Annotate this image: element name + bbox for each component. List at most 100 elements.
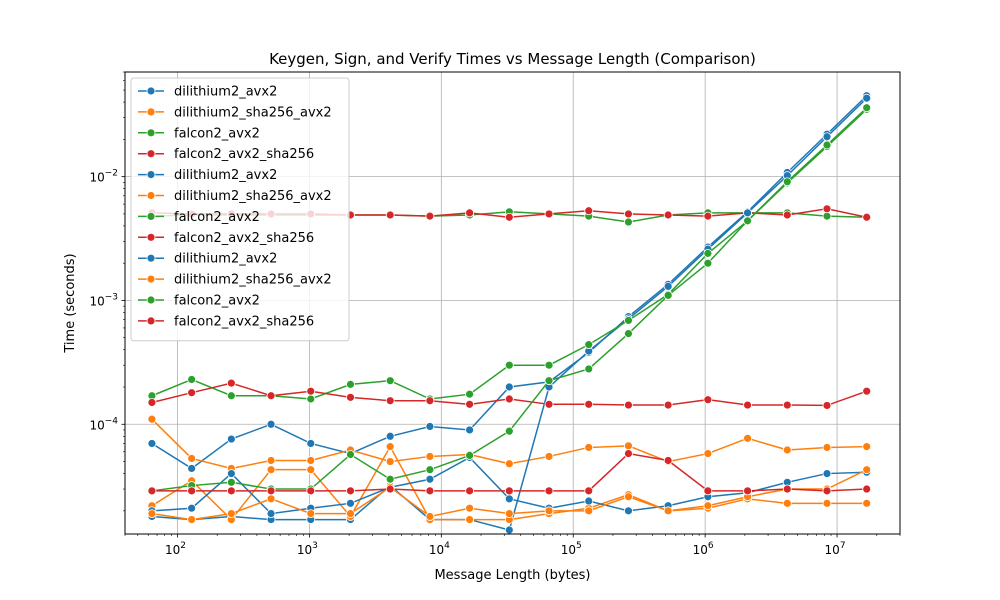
legend-item: dilithium2_avx2 [138,85,277,100]
data-point [306,486,316,496]
legend-swatch-marker [146,232,156,242]
data-point [743,486,752,496]
data-point [584,399,594,409]
legend-swatch-marker [146,316,156,326]
series-11 [147,449,872,496]
data-point [862,484,872,494]
data-point [187,486,197,496]
y-axis-label: Time (seconds) [63,253,78,353]
data-point [782,210,792,220]
data-point [346,486,355,496]
legend-swatch-marker [146,107,156,117]
data-point [862,442,872,452]
data-point [226,469,236,478]
data-point [584,443,594,452]
data-point [504,382,514,392]
x-tick-exponent: 7 [840,541,846,551]
data-point [663,210,673,220]
x-tick-label: 106 [693,541,714,557]
data-point [425,465,435,475]
legend-label: dilithium2_sha256_avx2 [174,105,332,120]
data-point [584,486,594,496]
data-point [703,395,713,405]
data-point [544,360,554,370]
data-point [584,364,594,374]
y-tick-exponent: −4 [105,416,119,426]
data-point [624,441,633,451]
data-point [266,494,276,504]
data-point [703,501,713,511]
data-point [584,206,594,216]
legend-label: falcon2_avx2 [174,126,260,141]
data-point [465,399,475,409]
data-point [743,208,752,218]
data-point [663,400,673,410]
data-point [703,449,713,458]
data-point [624,506,633,516]
data-point [822,401,832,410]
data-point [504,360,514,370]
data-point [147,414,157,424]
data-point [743,216,752,226]
data-point [822,443,832,452]
data-point [346,379,355,389]
data-point [862,386,872,396]
legend-label: falcon2_avx2 [174,210,260,225]
data-point [385,474,395,484]
data-point [425,211,435,221]
data-point [822,132,832,142]
data-point [187,454,197,463]
data-point [782,445,792,455]
data-point [504,509,514,518]
legend-swatch-marker [146,274,156,284]
data-point [822,498,832,508]
data-point [346,450,355,459]
data-point [504,212,514,222]
legend-label: dilithium2_sha256_avx2 [174,189,332,204]
data-point [782,177,792,187]
data-point [663,506,673,516]
legend-swatch-marker [146,128,156,138]
plot-frame [124,71,901,535]
x-axis-label: Message Length (bytes) [434,568,590,583]
legend-label: falcon2_avx2 [174,294,260,309]
data-point [465,503,475,513]
data-point [862,465,872,475]
data-point [266,391,276,401]
x-tick-exponent: 2 [180,541,186,551]
data-point [663,456,673,465]
series-1 [147,414,872,473]
data-point [862,93,872,103]
legend-item: dilithium2_avx2 [138,252,277,267]
data-point [703,211,713,221]
data-point [465,389,475,399]
axis-ticks: 102 103 104 105 106 107 10−4 10−3 10−2 [89,71,901,557]
data-point [465,451,475,460]
legend-item: dilithium2_avx2 [138,168,277,183]
data-point [385,396,395,406]
legend-swatch-marker [146,170,156,180]
x-tick-exponent: 5 [576,541,582,551]
data-point [385,442,395,452]
data-point [822,469,832,478]
data-point [385,484,395,494]
data-point [624,209,633,219]
data-point [385,431,395,441]
data-point [346,509,355,518]
y-tick-exponent: −3 [105,292,118,302]
data-point [306,456,316,465]
data-point [624,217,633,227]
x-tick-exponent: 4 [444,541,450,551]
data-point [187,503,197,513]
data-point [226,486,236,496]
data-point [862,498,872,508]
data-point [624,449,633,458]
data-point [306,509,316,518]
x-tick-exponent: 3 [312,541,318,551]
data-point [663,281,673,291]
data-point [822,204,832,214]
data-point [226,434,236,444]
data-point [425,486,435,496]
data-point [187,464,197,473]
data-point [425,474,435,484]
